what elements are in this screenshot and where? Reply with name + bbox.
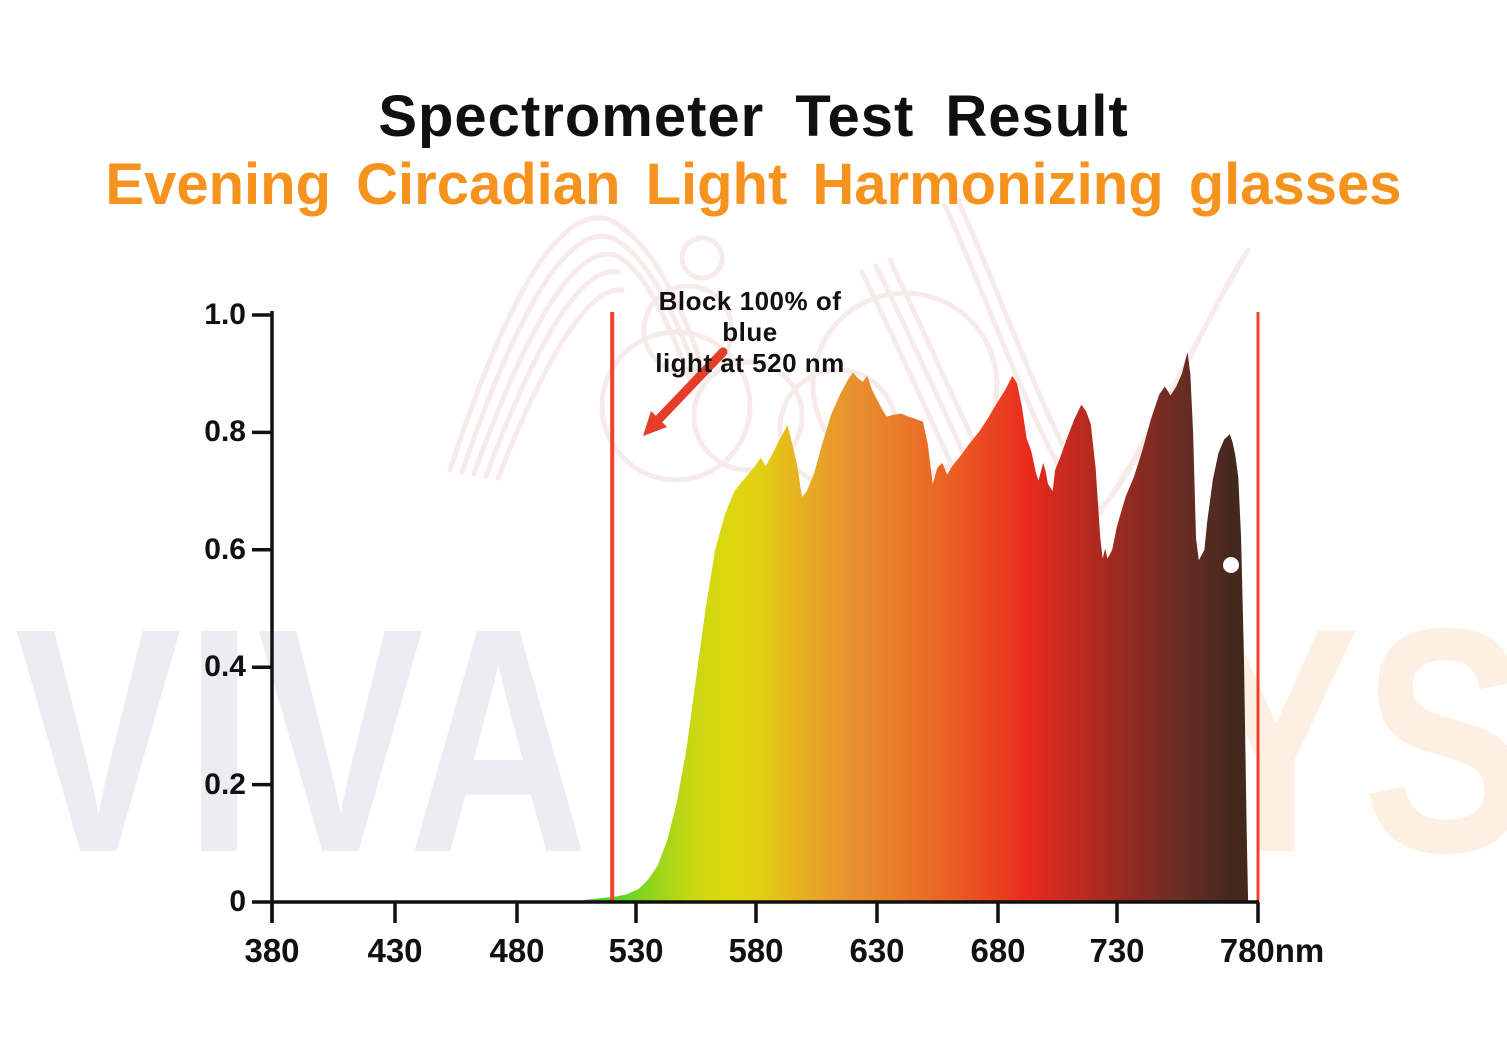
x-tick-label: 680 (970, 932, 1026, 969)
spectrum-area (576, 352, 1249, 902)
x-tick-label: 480 (489, 932, 545, 969)
y-tick-label: 0 (229, 885, 246, 918)
spectrum-notch (1223, 557, 1239, 573)
annotation-arrow (643, 347, 728, 436)
y-tick-label: 0.2 (204, 767, 246, 801)
y-tick-label: 0.8 (204, 415, 246, 449)
watermark-viva: VIVA (15, 561, 592, 919)
y-tick-label: 0.4 (204, 650, 246, 684)
x-tick-label: 730 (1089, 932, 1145, 969)
x-tick-label: 580 (728, 932, 784, 969)
annotation-block: Block 100% of blue light at 520 nm (630, 286, 870, 379)
annotation-line1: Block 100% of blue (658, 286, 842, 347)
x-tick-label: 430 (367, 932, 423, 969)
axes (252, 311, 1260, 923)
x-tick-label: 530 (608, 932, 664, 969)
annotation-line2: light at 520 nm (655, 348, 845, 378)
y-tick-label: 1.0 (204, 298, 246, 331)
x-tick-label: 780nm (1219, 932, 1325, 969)
y-tick-label: 0.6 (204, 532, 246, 566)
page-subtitle: Evening Circadian Light Harmonizing glas… (105, 152, 1402, 217)
x-tick-label: 380 (244, 932, 300, 969)
page-title: Spectrometer Test Result (378, 84, 1129, 149)
x-tick-label: 630 (849, 932, 905, 969)
